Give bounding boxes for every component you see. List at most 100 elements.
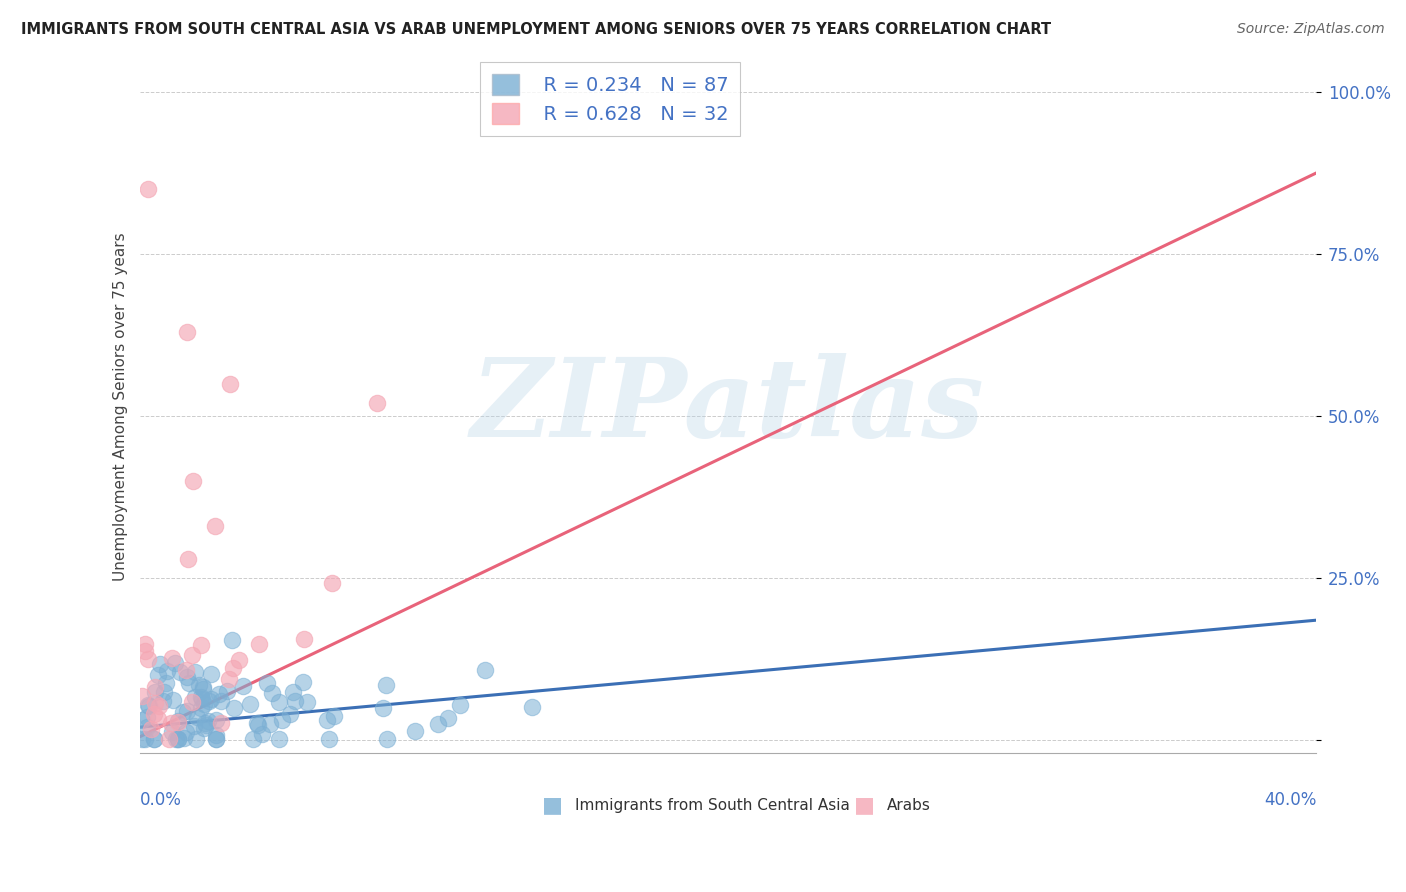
Point xyxy=(437,711,460,725)
Point xyxy=(190,701,212,715)
Point xyxy=(143,696,166,710)
Point xyxy=(267,695,290,709)
Point xyxy=(167,732,190,747)
Point xyxy=(278,707,301,722)
Point xyxy=(215,683,238,698)
Point xyxy=(366,396,388,410)
Point xyxy=(204,519,226,533)
Point xyxy=(193,697,215,711)
Point xyxy=(131,689,153,703)
Point xyxy=(149,657,172,671)
Text: Immigrants from South Central Asia: Immigrants from South Central Asia xyxy=(575,797,849,813)
Point xyxy=(181,474,204,488)
Point xyxy=(176,670,198,684)
Point xyxy=(166,714,188,728)
Text: ZIPatlas: ZIPatlas xyxy=(471,352,984,460)
Point xyxy=(176,325,198,339)
Text: Source: ZipAtlas.com: Source: ZipAtlas.com xyxy=(1237,22,1385,37)
Point xyxy=(166,732,188,747)
Point xyxy=(522,699,544,714)
Point xyxy=(200,666,222,681)
Point xyxy=(259,717,281,731)
Point xyxy=(169,665,191,680)
Point xyxy=(176,551,198,566)
Point xyxy=(156,664,179,678)
Point xyxy=(194,715,217,730)
Point xyxy=(184,732,207,747)
Point xyxy=(190,690,212,704)
Point xyxy=(208,687,231,701)
Point xyxy=(222,701,245,715)
Point xyxy=(373,701,395,715)
Point xyxy=(218,672,240,686)
Point xyxy=(209,716,232,731)
Point xyxy=(292,632,315,646)
Point xyxy=(295,694,318,708)
Point xyxy=(205,728,228,742)
Point xyxy=(131,713,153,727)
Point xyxy=(160,724,183,739)
Point xyxy=(271,713,294,727)
Text: IMMIGRANTS FROM SOUTH CENTRAL ASIA VS ARAB UNEMPLOYMENT AMONG SENIORS OVER 75 YE: IMMIGRANTS FROM SOUTH CENTRAL ASIA VS AR… xyxy=(21,22,1052,37)
Legend:   R = 0.234   N = 87,   R = 0.628   N = 32: R = 0.234 N = 87, R = 0.628 N = 32 xyxy=(481,62,740,136)
Point xyxy=(173,731,195,745)
Point xyxy=(172,705,194,719)
Point xyxy=(190,638,212,652)
Point xyxy=(267,732,290,747)
Point xyxy=(219,376,242,391)
Point xyxy=(427,716,450,731)
Point xyxy=(197,714,219,728)
Point xyxy=(181,648,204,662)
Point xyxy=(143,706,166,721)
Point xyxy=(143,732,166,747)
Point xyxy=(315,713,337,727)
Point xyxy=(260,685,283,699)
Point xyxy=(136,182,159,196)
Y-axis label: Unemployment Among Seniors over 75 years: Unemployment Among Seniors over 75 years xyxy=(114,232,128,581)
Point xyxy=(221,661,243,675)
Point xyxy=(157,732,180,747)
Point xyxy=(322,709,344,723)
Point xyxy=(186,710,208,724)
Point xyxy=(191,680,214,694)
Point xyxy=(250,726,273,740)
Point xyxy=(143,732,166,747)
Point xyxy=(209,694,232,708)
Point xyxy=(187,677,209,691)
Point xyxy=(221,632,243,647)
Point xyxy=(146,712,169,726)
Point xyxy=(228,653,250,667)
Point xyxy=(162,693,184,707)
Point xyxy=(204,732,226,747)
Point xyxy=(292,674,315,689)
Point xyxy=(152,693,174,707)
Point xyxy=(318,731,340,746)
Point xyxy=(159,716,181,731)
Point xyxy=(449,698,471,713)
Point xyxy=(143,685,166,699)
Point xyxy=(162,651,184,665)
Point xyxy=(256,675,278,690)
Point xyxy=(195,717,218,731)
Text: Arabs: Arabs xyxy=(887,797,931,813)
Point xyxy=(165,732,187,747)
Point xyxy=(183,690,205,705)
Point xyxy=(375,732,398,747)
Text: ■: ■ xyxy=(543,795,564,815)
Text: ■: ■ xyxy=(853,795,875,815)
Point xyxy=(139,722,162,736)
Point xyxy=(138,699,160,714)
Point xyxy=(174,663,197,677)
Point xyxy=(181,694,204,708)
Point xyxy=(183,719,205,733)
Point xyxy=(193,721,215,735)
Point xyxy=(191,681,214,696)
Point xyxy=(242,732,264,747)
Point xyxy=(145,680,167,694)
Point xyxy=(148,698,170,713)
Point xyxy=(153,685,176,699)
Point xyxy=(375,678,398,692)
Text: 0.0%: 0.0% xyxy=(139,791,181,809)
Point xyxy=(474,663,496,677)
Text: 40.0%: 40.0% xyxy=(1264,791,1316,809)
